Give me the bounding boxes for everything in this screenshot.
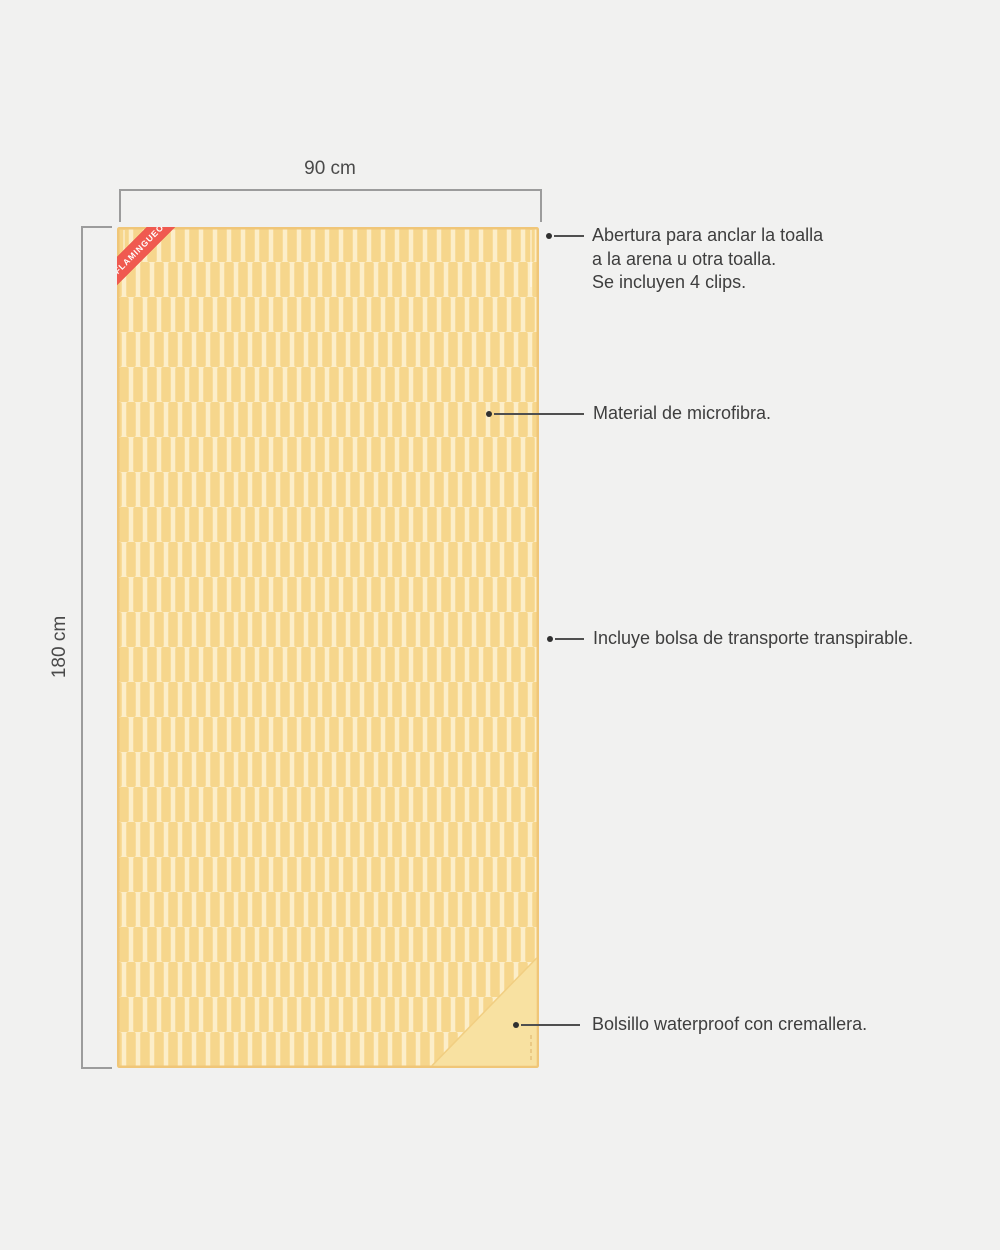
height-dimension-label: 180 cm (49, 615, 70, 679)
callout-text-line: Abertura para anclar la toalla (592, 225, 824, 245)
callout-text-line: Se incluyen 4 clips. (592, 272, 747, 292)
callout-text: Material de microfibra. (593, 402, 771, 426)
callout-line (555, 638, 584, 640)
callout-dot (547, 636, 553, 642)
height-dimension-bracket (81, 226, 112, 1069)
callout-text-line: Incluye bolsa de transporte transpirable… (593, 628, 914, 648)
towel-illustration: FLAMINGUEO (117, 227, 539, 1068)
callout-text-line: a la arena u otra toalla. (592, 248, 777, 269)
callout-text-line: Material de microfibra. (593, 403, 772, 423)
callout-dot (546, 233, 552, 239)
callout-text: Incluye bolsa de transporte transpirable… (593, 627, 913, 651)
towel-fabric (117, 227, 539, 1068)
callout-line (554, 235, 584, 237)
callout-text-line: Bolsillo waterproof con cremallera. (592, 1014, 868, 1034)
width-dimension-bracket (119, 189, 542, 222)
towel-graphic (117, 227, 539, 1068)
callout-text: Abertura para anclar la toalla a la aren… (592, 224, 823, 295)
callout-text: Bolsillo waterproof con cremallera. (592, 1013, 867, 1037)
pocket-fold-edge (431, 957, 538, 1067)
width-dimension-label: 90 cm (304, 158, 356, 179)
